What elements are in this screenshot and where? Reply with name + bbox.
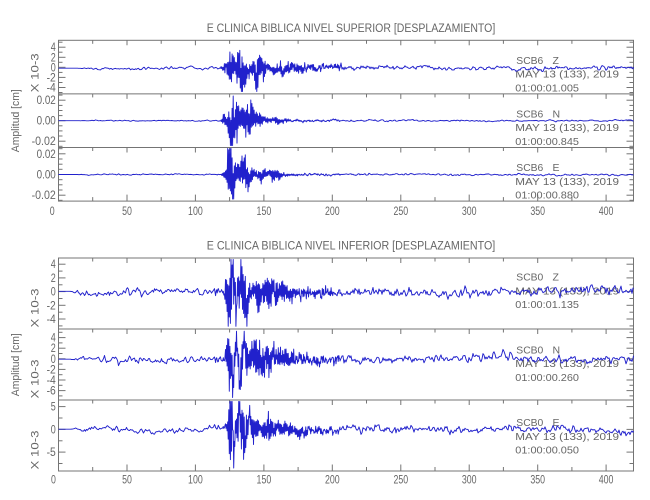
svg-text:E CLINICA BIBLICA NIVEL SUPERI: E CLINICA BIBLICA NIVEL SUPERIOR [DESPLA… [207,23,496,35]
svg-text:0: 0 [51,474,56,486]
svg-text:-4: -4 [47,314,57,326]
svg-text:300: 300 [462,206,477,218]
svg-text:SCB6: SCB6 [516,55,543,67]
svg-text:-2: -2 [47,364,56,376]
svg-text:-4: -4 [47,375,57,387]
svg-text:50: 50 [122,206,132,218]
svg-text:Amplitud [cm]: Amplitud [cm] [10,333,22,396]
svg-text:-5: -5 [47,447,56,459]
svg-text:MAY 13 (133), 2019: MAY 13 (133), 2019 [515,358,619,370]
svg-text:MAY 13 (133), 2019: MAY 13 (133), 2019 [515,69,619,81]
svg-text:MAY 13 (133), 2019: MAY 13 (133), 2019 [515,176,619,188]
svg-text:X 10-3: X 10-3 [30,53,42,92]
svg-text:SCB6: SCB6 [516,109,543,121]
svg-text:X 10-3: X 10-3 [30,289,42,328]
svg-text:-0.02: -0.02 [32,190,56,202]
svg-text:250: 250 [393,206,408,218]
svg-text:200: 200 [325,474,340,486]
svg-text:0.02: 0.02 [37,149,56,161]
svg-text:-6: -6 [47,386,56,398]
svg-text:Amplitud [cm]: Amplitud [cm] [10,89,22,152]
svg-text:SCB0: SCB0 [516,417,543,429]
svg-text:X 10-3: X 10-3 [30,431,42,470]
svg-text:300: 300 [462,474,477,486]
svg-text:100: 100 [188,206,203,218]
svg-text:N: N [553,344,561,356]
svg-text:0: 0 [51,287,56,299]
svg-text:E: E [553,417,560,429]
svg-text:2: 2 [51,343,56,355]
svg-text:MAY 13 (133), 2019: MAY 13 (133), 2019 [515,431,619,443]
svg-text:50: 50 [122,474,132,486]
svg-text:-2: -2 [47,300,56,312]
svg-text:350: 350 [530,206,545,218]
svg-text:E CLINICA BIBLICA NIVEL INFERI: E CLINICA BIBLICA NIVEL INFERIOR [DESPLA… [207,241,496,253]
svg-text:-2: -2 [47,72,56,84]
svg-text:MAY 13 (133), 2019: MAY 13 (133), 2019 [515,122,619,134]
svg-text:100: 100 [188,474,203,486]
svg-text:0: 0 [51,424,56,436]
svg-text:01:00:01.135: 01:00:01.135 [515,299,579,311]
svg-text:0.02: 0.02 [37,95,56,107]
svg-text:0: 0 [51,62,56,74]
svg-text:01:00:01.005: 01:00:01.005 [515,82,579,94]
svg-text:5: 5 [51,402,56,414]
svg-text:0: 0 [51,354,56,366]
svg-text:N: N [553,109,561,121]
svg-text:2: 2 [51,52,56,64]
svg-text:400: 400 [599,206,614,218]
svg-text:-4: -4 [47,83,57,95]
svg-text:X 10-3: X 10-3 [30,360,42,399]
svg-text:250: 250 [393,474,408,486]
svg-text:400: 400 [599,474,614,486]
svg-text:01:00:00.050: 01:00:00.050 [515,445,579,457]
svg-text:350: 350 [530,474,545,486]
svg-text:0.00: 0.00 [37,170,56,182]
svg-text:E: E [553,162,560,174]
svg-text:150: 150 [257,206,272,218]
svg-text:01:00:00.880: 01:00:00.880 [515,190,579,202]
svg-text:150: 150 [257,474,272,486]
svg-text:200: 200 [325,206,340,218]
svg-text:0.00: 0.00 [37,116,56,128]
svg-text:SCB0: SCB0 [516,272,543,284]
svg-text:4: 4 [51,42,56,54]
svg-text:4: 4 [51,333,56,345]
svg-text:0: 0 [50,206,55,218]
svg-text:SCB0: SCB0 [516,344,543,356]
svg-text:SCB6: SCB6 [516,162,543,174]
svg-text:2: 2 [51,273,56,285]
svg-text:-0.02: -0.02 [32,136,56,148]
svg-text:Z: Z [553,272,560,284]
svg-text:4: 4 [51,259,56,271]
svg-text:Z: Z [553,55,560,67]
svg-text:01:00:00.260: 01:00:00.260 [515,372,579,384]
svg-text:01:00:00.845: 01:00:00.845 [515,136,579,148]
